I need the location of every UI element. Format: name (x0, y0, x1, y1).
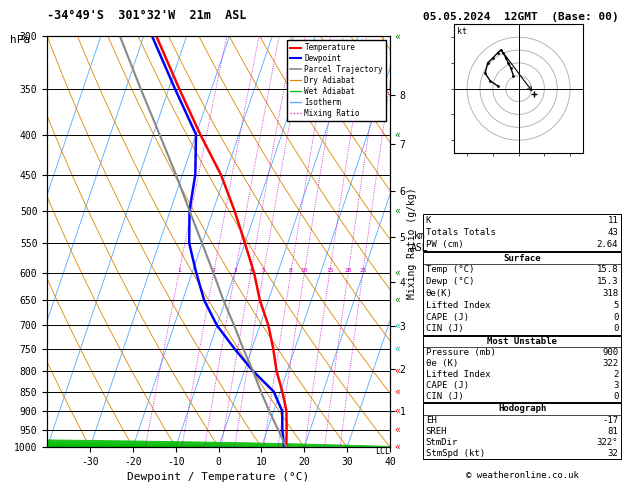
Text: StmDir: StmDir (426, 438, 458, 447)
Text: 20: 20 (345, 268, 352, 273)
Text: «: « (394, 268, 400, 278)
Text: CIN (J): CIN (J) (426, 325, 464, 333)
Text: 5: 5 (262, 268, 265, 273)
Text: © weatheronline.co.uk: © weatheronline.co.uk (465, 471, 579, 480)
Text: LCL: LCL (375, 447, 390, 456)
Text: CAPE (J): CAPE (J) (426, 312, 469, 322)
Text: 318: 318 (602, 289, 618, 298)
Text: 0: 0 (613, 392, 618, 401)
Text: 11: 11 (608, 216, 618, 225)
Text: Lifted Index: Lifted Index (426, 370, 491, 379)
Text: 5: 5 (613, 301, 618, 310)
Text: K: K (426, 216, 431, 225)
Text: 322: 322 (602, 359, 618, 368)
Text: -34°49'S  301°32'W  21m  ASL: -34°49'S 301°32'W 21m ASL (47, 9, 247, 22)
Text: «: « (394, 425, 400, 434)
Text: 900: 900 (602, 348, 618, 357)
Text: «: « (394, 295, 400, 305)
Text: Totals Totals: Totals Totals (426, 228, 496, 237)
Text: StmSpd (kt): StmSpd (kt) (426, 449, 485, 458)
Text: 32: 32 (608, 449, 618, 458)
Y-axis label: hPa: hPa (9, 35, 30, 45)
Text: PW (cm): PW (cm) (426, 240, 464, 249)
Text: 15: 15 (326, 268, 333, 273)
Text: «: « (394, 130, 400, 139)
Text: Most Unstable: Most Unstable (487, 337, 557, 347)
Text: CIN (J): CIN (J) (426, 392, 464, 401)
Text: 81: 81 (608, 427, 618, 436)
Text: Pressure (mb): Pressure (mb) (426, 348, 496, 357)
Text: θe(K): θe(K) (426, 289, 453, 298)
Text: 0: 0 (613, 312, 618, 322)
Text: «: « (394, 442, 400, 452)
Text: Temp (°C): Temp (°C) (426, 265, 474, 275)
Text: 4: 4 (249, 268, 253, 273)
Text: kt: kt (457, 27, 467, 36)
Text: 15.8: 15.8 (597, 265, 618, 275)
Text: 8: 8 (289, 268, 292, 273)
Text: «: « (394, 366, 400, 376)
Text: 1: 1 (177, 268, 181, 273)
Legend: Temperature, Dewpoint, Parcel Trajectory, Dry Adiabat, Wet Adiabat, Isotherm, Mi: Temperature, Dewpoint, Parcel Trajectory… (287, 40, 386, 121)
Text: «: « (394, 206, 400, 216)
Text: «: « (394, 32, 400, 41)
Text: Surface: Surface (503, 254, 541, 262)
Text: Hodograph: Hodograph (498, 404, 546, 414)
Y-axis label: km
ASL: km ASL (411, 231, 428, 253)
Text: 25: 25 (359, 268, 367, 273)
Text: «: « (394, 320, 400, 330)
Text: «: « (394, 344, 400, 354)
Text: 05.05.2024  12GMT  (Base: 00): 05.05.2024 12GMT (Base: 00) (423, 12, 618, 22)
Text: 2: 2 (212, 268, 216, 273)
Text: «: « (394, 406, 400, 416)
Text: Dewp (°C): Dewp (°C) (426, 277, 474, 286)
Text: θe (K): θe (K) (426, 359, 458, 368)
Text: 15.3: 15.3 (597, 277, 618, 286)
X-axis label: Dewpoint / Temperature (°C): Dewpoint / Temperature (°C) (128, 472, 309, 483)
Text: 2.64: 2.64 (597, 240, 618, 249)
Text: 322°: 322° (597, 438, 618, 447)
Text: 3: 3 (233, 268, 237, 273)
Text: CAPE (J): CAPE (J) (426, 381, 469, 390)
Text: EH: EH (426, 416, 437, 425)
Text: 3: 3 (613, 381, 618, 390)
Text: SREH: SREH (426, 427, 447, 436)
Text: -17: -17 (602, 416, 618, 425)
Text: 10: 10 (301, 268, 308, 273)
Text: 43: 43 (608, 228, 618, 237)
Text: Mixing Ratio (g/kg): Mixing Ratio (g/kg) (407, 187, 417, 299)
Text: «: « (394, 387, 400, 397)
Text: Lifted Index: Lifted Index (426, 301, 491, 310)
Text: 2: 2 (613, 370, 618, 379)
Text: 0: 0 (613, 325, 618, 333)
